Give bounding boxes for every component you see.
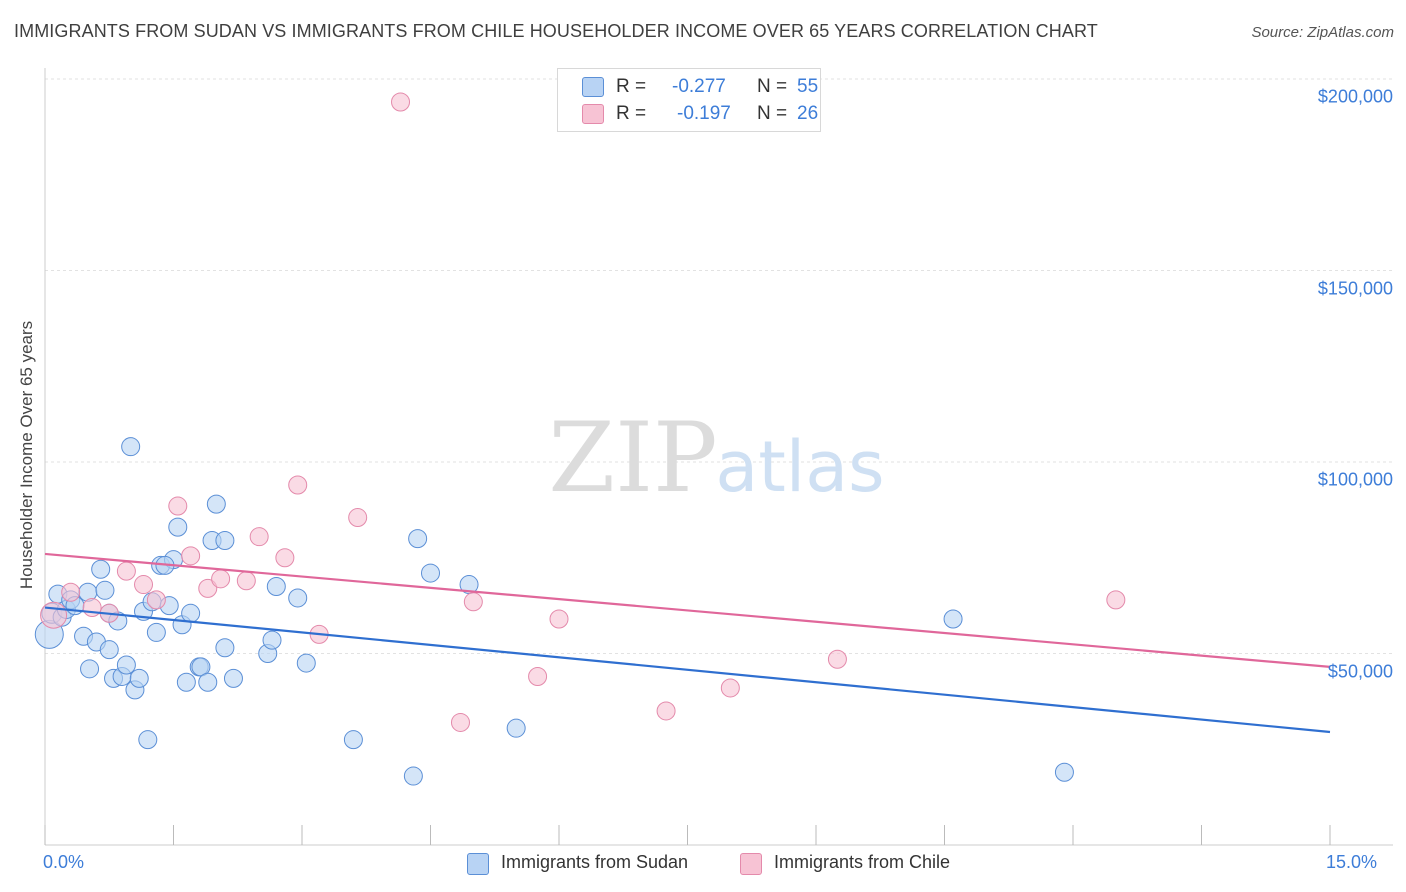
legend-label-chile: Immigrants from Chile [774,852,951,872]
sudan-trend-line [44,606,1331,734]
sudan-point [223,668,243,688]
sudan-point [121,437,141,457]
chile-point [198,578,218,598]
chile-point [40,601,68,629]
chile-point [348,508,368,528]
chile-point [134,575,154,595]
legend-r-label: R = [616,103,647,124]
chile-point [528,666,548,686]
legend-swatch-sudan [467,853,489,875]
sudan-point [506,718,526,738]
sudan-point [343,730,363,750]
y-tick-label: $100,000 [1317,469,1393,490]
chile-point [827,649,847,669]
legend-n-label: N = [757,103,788,124]
chile-point [146,590,166,610]
source-credit: Source: ZipAtlas.com [1251,24,1394,41]
chile-point [61,582,81,602]
sudan-point [138,730,158,750]
sudan-point [176,672,196,692]
legend-r-value: -0.197 [677,103,731,124]
data-points [34,92,1126,786]
sudan-point [1054,762,1074,782]
sudan-point [408,529,428,549]
legend-swatch-chile [740,853,762,875]
x-tick-left: 0.0% [43,852,85,872]
chile-point [275,548,295,568]
chart-title: IMMIGRANTS FROM SUDAN VS IMMIGRANTS FROM… [14,21,1098,41]
chile-point [288,475,308,495]
y-axis-label: Householder Income Over 65 years [17,320,36,590]
x-tick-right: 15.0% [1326,852,1378,872]
grid-lines [45,78,1393,654]
sudan-point [91,559,111,579]
chile-point [656,701,676,721]
chile-point [720,678,740,698]
chile-point [549,609,569,629]
y-tick-label: $50,000 [1327,661,1393,681]
legend-r-value: -0.277 [672,76,726,97]
sudan-point [266,576,286,596]
watermark-atlas-text: atlas [715,426,884,508]
chile-point [463,592,483,612]
sudan-point [99,640,119,660]
chile-point [168,496,188,516]
sudan-point [129,668,149,688]
chile-point [450,712,470,732]
sudan-point [296,653,316,673]
sudan-point [181,603,201,623]
sudan-point [943,609,963,629]
sudan-point [288,588,308,608]
chile-point [82,598,102,618]
sudan-point [206,494,226,514]
chile-point [211,569,231,589]
legend-swatch-sudan [582,77,604,97]
sudan-point [80,659,100,679]
chile-point [236,571,256,591]
sudan-point [168,517,188,537]
chile-trend-line [44,552,1331,669]
legend-swatch-chile [582,104,604,124]
sudan-point [215,531,235,551]
legend-r-label: R = [616,76,647,97]
legend-n-value: 26 [797,103,819,124]
correlation-legend: R = -0.277 N = 55 R = -0.197 N = 26 [557,68,821,132]
legend-label-sudan: Immigrants from Sudan [501,852,689,872]
sudan-point [198,672,218,692]
sudan-point [403,766,423,786]
y-tick-label: $200,000 [1317,86,1393,107]
chile-point [116,561,136,581]
chile-point [249,527,269,547]
watermark-zip-text: ZIP [548,402,717,514]
sudan-point [262,630,282,650]
sudan-point [95,580,115,600]
legend-n-value: 55 [797,76,819,97]
legend-n-label: N = [757,76,788,97]
sudan-point [421,563,440,583]
chile-point [391,92,411,112]
sudan-point [116,655,136,675]
sudan-point [146,622,166,642]
axes [44,68,1393,846]
zipatlas-watermark: ZIP atlas [548,402,884,514]
y-tick-label: $150,000 [1317,278,1393,298]
chile-point [181,546,201,566]
chile-point [1106,590,1126,610]
trend-lines [44,552,1331,734]
sudan-point [215,638,235,658]
